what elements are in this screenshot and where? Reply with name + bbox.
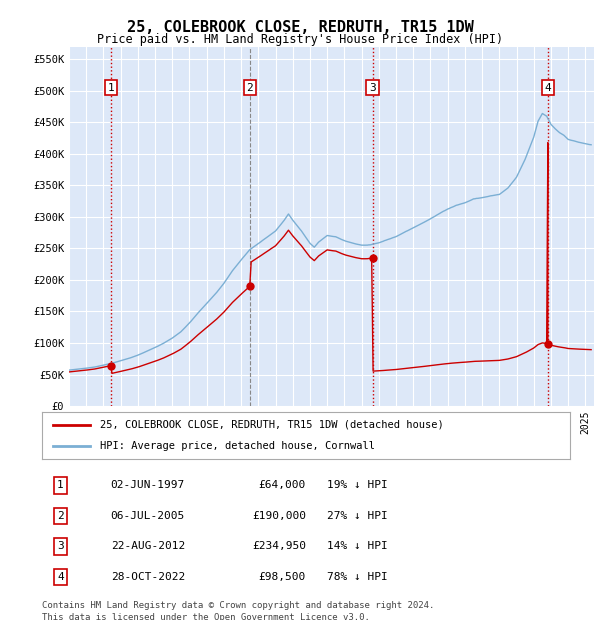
- Text: 27% ↓ HPI: 27% ↓ HPI: [327, 511, 388, 521]
- Text: £234,950: £234,950: [252, 541, 306, 551]
- Text: £190,000: £190,000: [252, 511, 306, 521]
- Text: Contains HM Land Registry data © Crown copyright and database right 2024.: Contains HM Land Registry data © Crown c…: [42, 601, 434, 611]
- Text: 28-OCT-2022: 28-OCT-2022: [110, 572, 185, 582]
- Text: £98,500: £98,500: [259, 572, 306, 582]
- Text: 1: 1: [57, 480, 64, 490]
- Text: 2: 2: [57, 511, 64, 521]
- Text: This data is licensed under the Open Government Licence v3.0.: This data is licensed under the Open Gov…: [42, 613, 370, 620]
- Text: 06-JUL-2005: 06-JUL-2005: [110, 511, 185, 521]
- Text: 2: 2: [247, 82, 253, 92]
- Text: 25, COLEBROOK CLOSE, REDRUTH, TR15 1DW (detached house): 25, COLEBROOK CLOSE, REDRUTH, TR15 1DW (…: [100, 420, 444, 430]
- Text: 14% ↓ HPI: 14% ↓ HPI: [327, 541, 388, 551]
- Text: 4: 4: [57, 572, 64, 582]
- Text: 19% ↓ HPI: 19% ↓ HPI: [327, 480, 388, 490]
- Text: 3: 3: [57, 541, 64, 551]
- Text: 25, COLEBROOK CLOSE, REDRUTH, TR15 1DW: 25, COLEBROOK CLOSE, REDRUTH, TR15 1DW: [127, 20, 473, 35]
- Text: 4: 4: [544, 82, 551, 92]
- Text: HPI: Average price, detached house, Cornwall: HPI: Average price, detached house, Corn…: [100, 441, 375, 451]
- Text: 78% ↓ HPI: 78% ↓ HPI: [327, 572, 388, 582]
- Text: 22-AUG-2012: 22-AUG-2012: [110, 541, 185, 551]
- Text: 02-JUN-1997: 02-JUN-1997: [110, 480, 185, 490]
- Text: £64,000: £64,000: [259, 480, 306, 490]
- Text: 1: 1: [107, 82, 114, 92]
- Text: Price paid vs. HM Land Registry's House Price Index (HPI): Price paid vs. HM Land Registry's House …: [97, 33, 503, 46]
- Text: 3: 3: [369, 82, 376, 92]
